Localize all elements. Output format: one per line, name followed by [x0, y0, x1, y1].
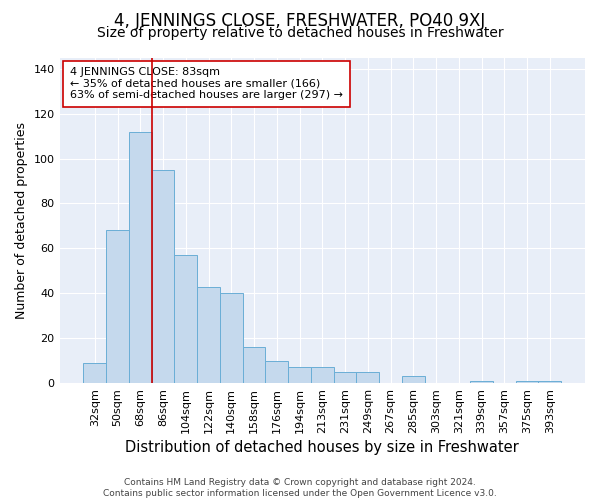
Bar	[152, 170, 175, 383]
X-axis label: Distribution of detached houses by size in Freshwater: Distribution of detached houses by size …	[125, 440, 519, 455]
Bar	[538, 381, 561, 383]
Bar	[334, 372, 356, 383]
Bar	[356, 372, 379, 383]
Text: Contains HM Land Registry data © Crown copyright and database right 2024.
Contai: Contains HM Land Registry data © Crown c…	[103, 478, 497, 498]
Bar	[470, 381, 493, 383]
Bar	[129, 132, 152, 383]
Bar	[197, 286, 220, 383]
Bar	[311, 368, 334, 383]
Y-axis label: Number of detached properties: Number of detached properties	[15, 122, 28, 319]
Bar	[175, 255, 197, 383]
Bar	[106, 230, 129, 383]
Bar	[220, 294, 242, 383]
Bar	[83, 363, 106, 383]
Bar	[265, 360, 288, 383]
Bar	[242, 347, 265, 383]
Bar	[515, 381, 538, 383]
Text: 4 JENNINGS CLOSE: 83sqm
← 35% of detached houses are smaller (166)
63% of semi-d: 4 JENNINGS CLOSE: 83sqm ← 35% of detache…	[70, 68, 343, 100]
Bar	[402, 376, 425, 383]
Text: Size of property relative to detached houses in Freshwater: Size of property relative to detached ho…	[97, 26, 503, 40]
Bar	[288, 368, 311, 383]
Text: 4, JENNINGS CLOSE, FRESHWATER, PO40 9XJ: 4, JENNINGS CLOSE, FRESHWATER, PO40 9XJ	[115, 12, 485, 30]
